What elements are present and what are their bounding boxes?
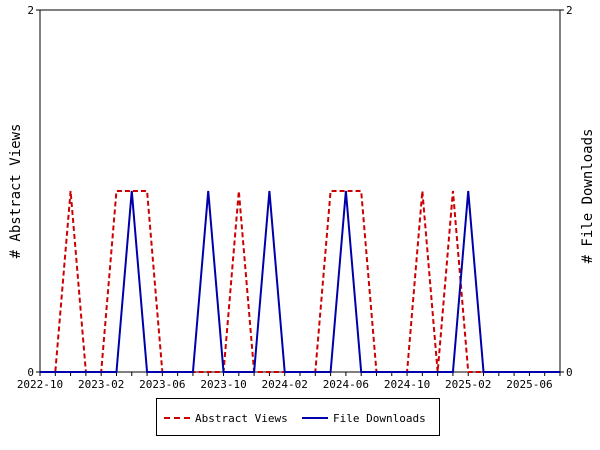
x-tick-label: 2024-10 — [384, 378, 430, 391]
legend-label-abstract-views: Abstract Views — [195, 411, 288, 425]
legend-swatch-file-downloads — [302, 417, 328, 419]
legend-item-file-downloads: File Downloads — [302, 411, 426, 425]
y-right-tick-label: 2 — [566, 4, 573, 17]
x-tick-label: 2025-02 — [445, 378, 491, 391]
x-tick-label: 2024-02 — [262, 378, 308, 391]
x-tick-label: 2024-06 — [323, 378, 369, 391]
x-axis-ticks: 2022-10 2023-02 2023-06 2023-10 2024-02 2024-… — [17, 372, 561, 391]
series-line-file-downloads — [40, 190, 560, 373]
x-tick-label: 2022-10 — [17, 378, 63, 391]
x-tick-label: 2025-06 — [506, 378, 552, 391]
x-tick-label: 2023-02 — [78, 378, 124, 391]
x-tick-label: 2023-10 — [200, 378, 246, 391]
y-axis-right-title: # File Downloads — [580, 129, 596, 264]
legend-swatch-abstract-views — [164, 417, 190, 419]
legend-item-abstract-views: Abstract Views — [164, 411, 288, 425]
x-tick-label: 2023-06 — [139, 378, 185, 391]
y-axis-left-title: # Abstract Views — [8, 124, 24, 259]
series-layer — [39, 190, 561, 373]
y-left-tick-label: 0 — [27, 366, 34, 379]
y-axis-ticks: 0 0 2 2 — [27, 4, 572, 379]
legend: Abstract Views File Downloads — [156, 398, 440, 436]
legend-label-file-downloads: File Downloads — [333, 411, 426, 425]
y-left-tick-label: 2 — [27, 4, 34, 17]
y-right-tick-label: 0 — [566, 366, 573, 379]
